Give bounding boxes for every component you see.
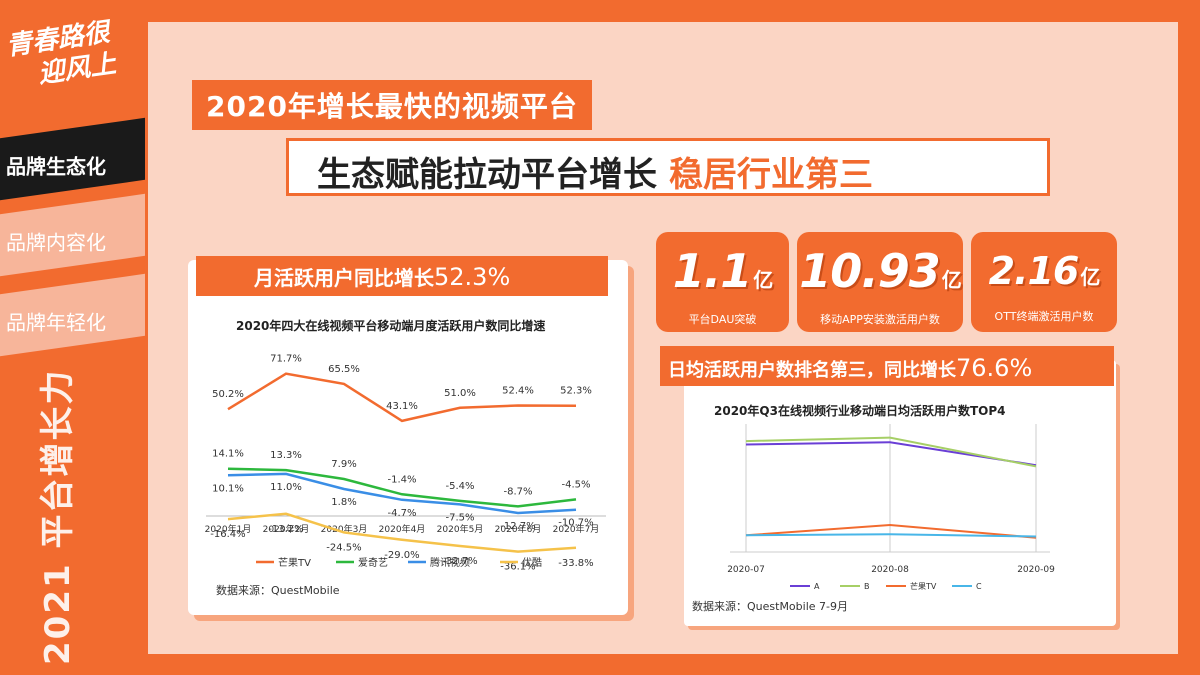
mau-growth-card <box>188 260 628 615</box>
sidebar: 青春路很 迎风上 品牌生态化 品牌内容化 品牌年轻化 2021 平台增长力 <box>0 0 145 675</box>
data-label: 52.3% <box>560 386 592 397</box>
x-tick-label: 2020年7月 <box>553 523 600 535</box>
data-label: -24.5% <box>326 542 361 553</box>
dau-banner-pct: 76.6% <box>956 354 1033 382</box>
series-line-1 <box>745 441 1037 467</box>
x-tick-label: 2020年3月 <box>321 523 368 535</box>
data-label: -12.7% <box>500 521 535 532</box>
x-tick-label: 2020年1月 <box>205 523 252 535</box>
legend-label: 芒果TV <box>910 581 937 591</box>
x-tick-label: 2020年5月 <box>437 523 484 535</box>
data-label: -13.2% <box>268 524 303 535</box>
nav-label: 品牌年轻化 <box>6 310 106 335</box>
dau-rank-banner: 日均活跃用户数排名第三，同比增长76.6% <box>660 346 1114 386</box>
data-label: -4.7% <box>387 508 416 519</box>
data-label: 52.4% <box>502 386 534 397</box>
data-label: 65.5% <box>328 364 360 375</box>
data-label: 51.0% <box>444 388 476 399</box>
nav-item-brand-content[interactable]: 品牌内容化 <box>0 193 145 277</box>
data-label: -16.4% <box>210 529 245 540</box>
dau-top4-card <box>684 360 1116 626</box>
data-label: 11.0% <box>270 482 302 493</box>
data-label: 43.1% <box>386 401 418 412</box>
dau-source: 数据来源：QuestMobile 7-9月 <box>692 600 848 613</box>
mau-growth-banner: 月活跃用户同比增长52.3% <box>196 256 608 296</box>
data-label: -32.7% <box>442 556 477 567</box>
x-tick-label: 2020年4月 <box>379 523 426 535</box>
x-tick-label: 2020-07 <box>727 565 765 575</box>
stat-app-value: 10.93 <box>799 244 941 298</box>
headline-secondary: 生态赋能拉动平台增长 稳居行业第三 <box>286 138 1050 196</box>
mau-banner-text: 月活跃用户同比增长 <box>254 266 434 290</box>
data-label: -1.4% <box>387 474 416 485</box>
nav-label: 品牌生态化 <box>6 154 106 179</box>
series-line-2 <box>745 436 1037 468</box>
stat-ott-value: 2.16 <box>988 249 1080 293</box>
dau-banner-text: 日均活跃用户数排名第三，同比增长 <box>668 360 956 381</box>
data-label: 10.1% <box>212 483 244 494</box>
stat-app-unit: 亿 <box>941 268 962 292</box>
legend-label: 腾讯视频 <box>430 556 470 569</box>
stat-ott-unit: 亿 <box>1080 265 1100 289</box>
data-label: 1.8% <box>331 497 356 508</box>
legend-label: C <box>976 582 982 591</box>
mau-growth-line-chart: 2020年1月 2020年2月 2020年3月 2020年4月 2020年5月 2020年… <box>205 354 606 573</box>
series-line-4 <box>745 533 1037 538</box>
data-label: -8.7% <box>503 486 532 497</box>
headline-secondary-accent: 稳居行业第三 <box>669 155 873 195</box>
legend-label: A <box>814 582 820 591</box>
series-line-3 <box>227 472 577 515</box>
data-label: 71.7% <box>270 354 302 365</box>
legend-label: 优酷 <box>522 556 542 569</box>
nav-item-brand-ecology[interactable]: 品牌生态化 <box>0 117 145 201</box>
data-label: -33.8% <box>558 558 593 569</box>
series-line-2 <box>227 467 577 508</box>
headline-secondary-main: 生态赋能拉动平台增长 <box>317 155 657 195</box>
chart-title-dau: 2020年Q3在线视频行业移动端日均活跃用户数TOP4 <box>714 404 1006 418</box>
legend-label: B <box>864 582 870 591</box>
headline-primary: 2020年增长最快的视频平台 <box>192 80 592 130</box>
brand-logo: 青春路很 迎风上 <box>4 14 137 95</box>
data-label: 50.2% <box>212 389 244 400</box>
stat-ott-label: OTT终端激活用户数 <box>994 310 1094 323</box>
stat-dau-value: 1.1 <box>672 244 752 298</box>
stat-app-users: 10.93 亿 移动APP安装激活用户数 <box>797 232 963 332</box>
nav-item-brand-youth[interactable]: 品牌年轻化 <box>0 273 145 357</box>
mau-banner-pct: 52.3% <box>434 263 511 291</box>
x-tick-label: 2020-09 <box>1017 565 1055 575</box>
dau-top4-line-chart: 2020-07 2020-08 2020-09 A B 芒果TV C <box>727 424 1055 591</box>
data-label: 14.1% <box>212 449 244 460</box>
stat-app-label: 移动APP安装激活用户数 <box>820 313 940 326</box>
data-label: -10.7% <box>558 518 593 529</box>
series-line-3 <box>745 523 1037 539</box>
stat-dau-unit: 亿 <box>753 268 773 292</box>
series-line-1 <box>227 372 577 423</box>
data-label: -4.5% <box>561 479 590 490</box>
series-line-4 <box>227 512 577 553</box>
data-label: -5.4% <box>445 481 474 492</box>
nav-label: 品牌内容化 <box>6 230 106 255</box>
data-label: -7.5% <box>445 512 474 523</box>
legend-label: 爱奇艺 <box>358 556 388 569</box>
vertical-slogan: 2021 平台增长力 <box>38 368 78 665</box>
x-tick-label: 2020-08 <box>871 565 909 575</box>
x-tick-label: 2020年6月 <box>495 523 542 535</box>
data-label: 7.9% <box>331 459 356 470</box>
data-label: -29.0% <box>384 550 419 561</box>
stat-dau: 1.1 亿 平台DAU突破 <box>656 232 789 332</box>
mau-source: 数据来源：QuestMobile <box>216 584 340 597</box>
x-tick-label: 2020年2月 <box>263 523 310 535</box>
chart-title-mau: 2020年四大在线视频平台移动端月度活跃用户数同比增速 <box>236 319 546 333</box>
stat-ott-users: 2.16 亿 OTT终端激活用户数 <box>971 232 1117 332</box>
stat-dau-label: 平台DAU突破 <box>688 313 757 326</box>
data-label: -36.1% <box>500 562 535 573</box>
legend-label: 芒果TV <box>278 556 311 569</box>
data-label: 13.3% <box>270 450 302 461</box>
